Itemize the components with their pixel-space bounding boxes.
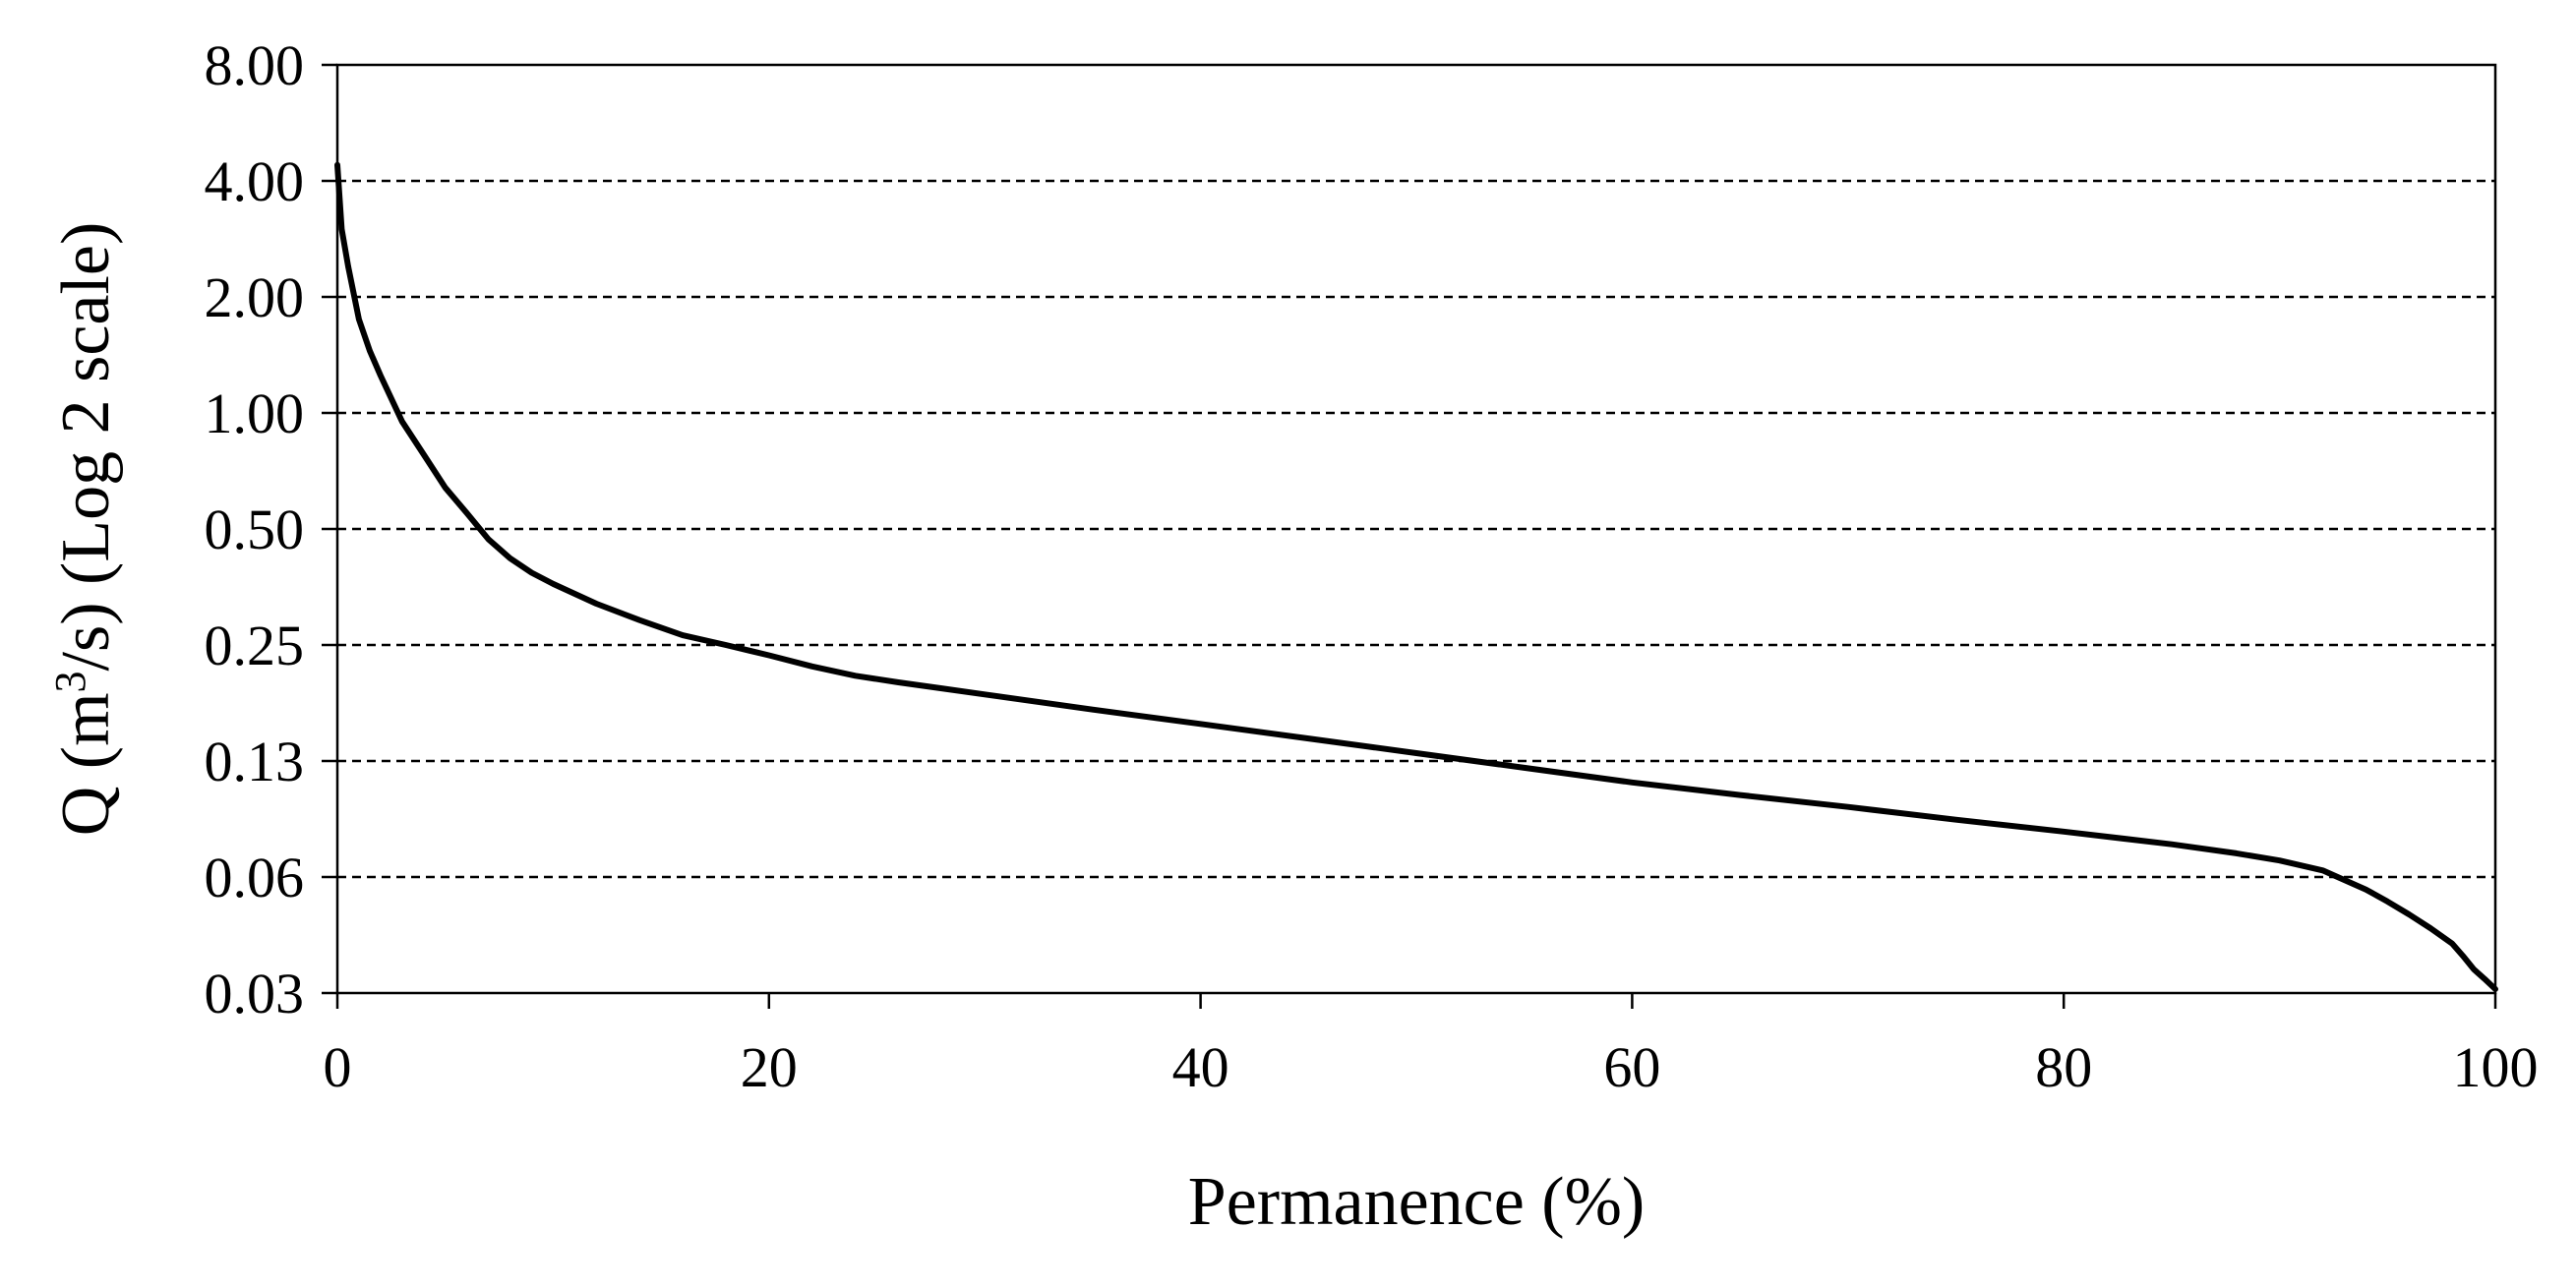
y-tick-label: 2.00 — [205, 265, 305, 329]
y-axis-title-superscript: 3 — [46, 671, 94, 692]
axis-ticks — [322, 63, 2497, 1009]
x-tick-label: 60 — [1603, 1035, 1660, 1099]
y-tick-label: 8.00 — [205, 33, 305, 97]
y-axis-title-part-1: Q (m — [48, 692, 124, 836]
y-tick-label: 0.06 — [205, 846, 305, 909]
y-tick-label: 1.00 — [205, 381, 305, 445]
y-tick-label: 4.00 — [205, 149, 305, 213]
x-tick-label: 80 — [2035, 1035, 2092, 1099]
x-tick-label: 0 — [324, 1035, 352, 1099]
y-tick-label: 0.25 — [205, 614, 305, 677]
x-tick-label: 100 — [2453, 1035, 2539, 1099]
gridlines — [337, 179, 2495, 879]
x-axis-title: Permanence (%) — [1188, 1164, 1645, 1240]
y-axis-title-part-2: /s) (Log 2 scale) — [48, 222, 124, 672]
y-axis-title: Q (m3/s) (Log 2 scale) — [46, 222, 125, 837]
flow-duration-line — [334, 161, 2498, 992]
x-axis-tick-labels: 0 20 40 60 80 100 — [324, 1035, 2539, 1099]
y-tick-label: 0.03 — [205, 962, 305, 1025]
y-tick-label: 0.13 — [205, 730, 305, 793]
y-axis-tick-labels: 8.00 4.00 2.00 1.00 0.50 0.25 0.13 0.06 0.03 — [205, 33, 305, 1025]
x-tick-label: 20 — [741, 1035, 798, 1099]
y-tick-label: 0.50 — [205, 498, 305, 561]
x-tick-label: 40 — [1172, 1035, 1229, 1099]
